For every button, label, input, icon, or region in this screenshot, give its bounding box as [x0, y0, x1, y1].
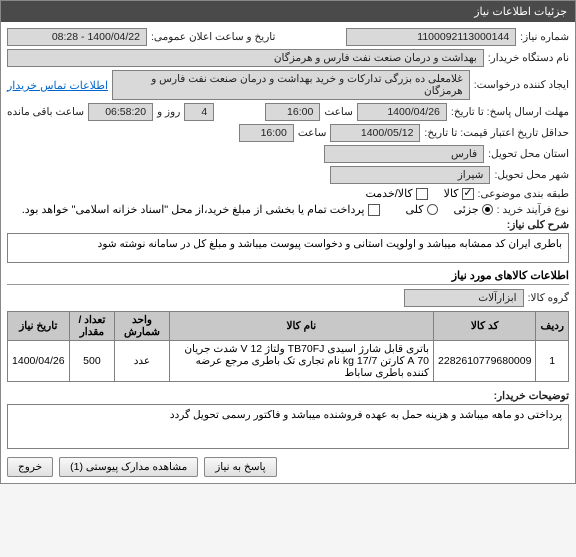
val-desc: باطری ایران کد ممشابه میباشد و اولویت اس… [7, 233, 569, 263]
row-category: طبقه بندی موضوعی: کالا کالا/خدمت [7, 187, 569, 200]
val-days-left: 4 [184, 103, 214, 121]
lbl-days-and: روز و [157, 106, 180, 118]
lbl-process: نوع فرآیند خرید : [497, 204, 569, 216]
radio-full-lbl: کلی [406, 203, 424, 216]
val-need-no: 1100092113000144 [346, 28, 516, 46]
lbl-desc: شرح کلی نیاز: [507, 219, 569, 231]
val-time-left: 06:58:20 [88, 103, 153, 121]
radio-icon [482, 204, 493, 215]
val-deadline-time: 16:00 [265, 103, 320, 121]
lbl-notes: توضیحات خریدار: [494, 390, 569, 402]
close-button[interactable]: خروج [7, 457, 53, 477]
row-credit: حداقل تاریخ اعتبار قیمت: تا تاریخ: 1400/… [7, 124, 569, 142]
lbl-buyer: نام دستگاه خریدار: [488, 52, 569, 64]
lbl-need-no: شماره نیاز: [520, 31, 569, 43]
table-row: 1 2282610779680009 باتری قابل شارژ اسیدی… [8, 341, 569, 382]
val-credit-time: 16:00 [239, 124, 294, 142]
attachments-button[interactable]: مشاهده مدارک پیوستی (1) [59, 457, 198, 477]
lbl-credit: حداقل تاریخ اعتبار قیمت: تا تاریخ: [424, 127, 569, 139]
chk-service-lbl: کالا/خدمت [365, 187, 412, 200]
panel-title: جزئیات اطلاعات نیاز [474, 6, 567, 18]
row-deadline: مهلت ارسال پاسخ: تا تاریخ: 1400/04/26 سا… [7, 103, 569, 121]
val-credit-date: 1400/05/12 [330, 124, 420, 142]
th-unit: واحد شمارش [115, 312, 169, 341]
row-province: استان محل تحویل: فارس [7, 145, 569, 163]
chk-service-wrap[interactable]: کالا/خدمت [365, 187, 427, 200]
lbl-category: طبقه بندی موضوعی: [478, 188, 569, 200]
th-date: تاریخ نیاز [8, 312, 70, 341]
row-buyer: نام دستگاه خریدار: بهداشت و درمان صنعت ن… [7, 49, 569, 67]
val-announce: 1400/04/22 - 08:28 [7, 28, 147, 46]
items-header: اطلاعات کالاهای مورد نیاز [7, 269, 569, 285]
row-need-no: شماره نیاز: 1100092113000144 تاریخ و ساع… [7, 28, 569, 46]
row-city: شهر محل تحویل: شیراز [7, 166, 569, 184]
radio-partial-lbl: جزئی [454, 203, 479, 216]
td-code: 2282610779680009 [434, 341, 536, 382]
val-creator: غلامعلی ده بزرگی تدارکات و خرید بهداشت و… [112, 70, 470, 100]
check-icon [368, 204, 380, 216]
lbl-city: شهر محل تحویل: [494, 169, 569, 181]
th-idx: ردیف [536, 312, 569, 341]
main-panel: جزئیات اطلاعات نیاز شماره نیاز: 11000921… [0, 0, 576, 484]
radio-partial-wrap[interactable]: جزئی [454, 203, 493, 216]
lbl-time2: ساعت [298, 127, 327, 139]
lbl-time1: ساعت [324, 106, 353, 118]
row-notes: توضیحات خریدار: پرداختی دو ماهه میباشد و… [7, 390, 569, 449]
button-bar: پاسخ به نیاز مشاهده مدارک پیوستی (1) خرو… [7, 457, 569, 477]
table-header-row: ردیف کد کالا نام کالا واحد شمارش تعداد /… [8, 312, 569, 341]
lbl-province: استان محل تحویل: [488, 148, 569, 160]
panel-content: شماره نیاز: 1100092113000144 تاریخ و ساع… [1, 22, 575, 483]
lbl-creator: ایجاد کننده درخواست: [474, 79, 569, 91]
val-group: ابزارآلات [404, 289, 524, 307]
reply-button[interactable]: پاسخ به نیاز [204, 457, 276, 477]
lbl-announce: تاریخ و ساعت اعلان عمومی: [151, 31, 275, 43]
panel-header: جزئیات اطلاعات نیاز [1, 1, 575, 22]
chk-goods-lbl: کالا [444, 187, 459, 200]
val-province: فارس [324, 145, 484, 163]
row-process: نوع فرآیند خرید : جزئی کلی پرداخت تمام ی… [7, 203, 569, 216]
row-creator: ایجاد کننده درخواست: غلامعلی ده بزرگی تد… [7, 70, 569, 100]
val-buyer: بهداشت و درمان صنعت نفت فارس و هرمزگان [7, 49, 484, 67]
contact-link[interactable]: اطلاعات تماس خریدار [7, 79, 108, 92]
pay-note-lbl: پرداخت تمام یا بخشی از مبلغ خرید،از محل … [22, 203, 365, 216]
row-desc: شرح کلی نیاز: باطری ایران کد ممشابه میبا… [7, 219, 569, 263]
td-date: 1400/04/26 [8, 341, 70, 382]
td-unit: عدد [115, 341, 169, 382]
radio-icon [427, 204, 438, 215]
th-code: کد کالا [434, 312, 536, 341]
row-group: گروه کالا: ابزارآلات [7, 289, 569, 307]
lbl-deadline: مهلت ارسال پاسخ: تا تاریخ: [451, 106, 569, 118]
lbl-group: گروه کالا: [528, 292, 569, 304]
td-idx: 1 [536, 341, 569, 382]
val-city: شیراز [330, 166, 490, 184]
td-name: باتری قابل شارژ اسیدی TB70FJ ولتاژ 12 V … [169, 341, 433, 382]
check-icon [416, 188, 428, 200]
th-name: نام کالا [169, 312, 433, 341]
th-qty: تعداد / مقدار [69, 312, 115, 341]
lbl-remaining: ساعت باقی مانده [7, 106, 84, 118]
chk-goods-wrap[interactable]: کالا [444, 187, 474, 200]
items-table: ردیف کد کالا نام کالا واحد شمارش تعداد /… [7, 311, 569, 382]
check-icon [462, 188, 474, 200]
val-notes: پرداختی دو ماهه میباشد و هزینه حمل به عه… [7, 404, 569, 449]
chk-pay-wrap[interactable]: پرداخت تمام یا بخشی از مبلغ خرید،از محل … [22, 203, 380, 216]
val-deadline-date: 1400/04/26 [357, 103, 447, 121]
radio-full-wrap[interactable]: کلی [406, 203, 438, 216]
td-qty: 500 [69, 341, 115, 382]
